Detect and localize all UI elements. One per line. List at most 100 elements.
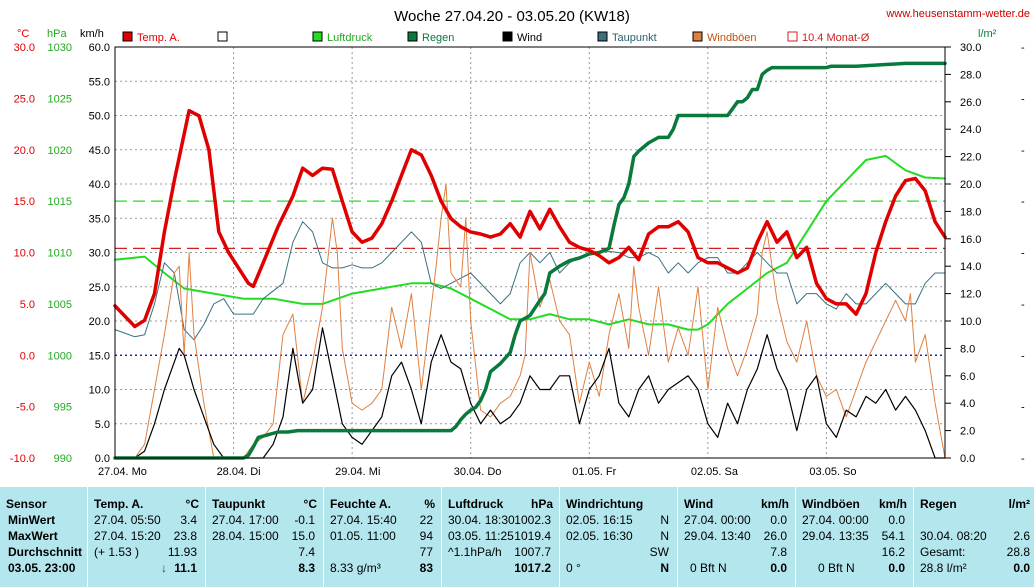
wind-tick-label: 50.0: [89, 111, 110, 123]
hum-header: Feuchte A.: [330, 497, 391, 511]
gust-column: Windböen km/h 27.04. 00:00 0.0 29.04. 13…: [796, 487, 914, 587]
wind-avg-value: 7.8: [770, 545, 787, 559]
series-line-wind: [114, 327, 946, 459]
temp-tick-label: 25.0: [14, 93, 35, 105]
wind-tick-label: 0.0: [95, 453, 110, 465]
wind-max-value: 26.0: [763, 529, 787, 543]
legend-swatch: [217, 31, 228, 42]
rain-current-value: 0.0: [1013, 561, 1030, 575]
data-series: [113, 61, 947, 460]
gust-unit: km/h: [878, 497, 907, 511]
gust-avg-value: 16.2: [881, 545, 905, 559]
dir-min-value: N: [660, 513, 669, 527]
rain-tick-label: 22.0: [960, 152, 981, 164]
temp-tick-label: -10.0: [10, 453, 35, 465]
wind-tick-label: 55.0: [89, 76, 110, 88]
series-line-regen: [113, 61, 947, 460]
sensor-header: Sensor: [6, 497, 47, 511]
wind-tick-label: 30.0: [89, 248, 110, 260]
row-label-max: MaxWert: [8, 529, 58, 543]
sensor-column: Sensor MinWert MaxWert Durchschnitt 03.0…: [0, 487, 88, 587]
plot-frame: [114, 46, 946, 459]
wind-beaufort: 0 Bft N: [690, 561, 727, 575]
dew-min-value: -0.1: [294, 513, 315, 527]
day-label: 02.05. Sa: [691, 466, 739, 478]
stats-panel: Sensor MinWert MaxWert Durchschnitt 03.0…: [0, 487, 1034, 587]
wind-tick-label: 35.0: [89, 213, 110, 225]
temp-tick-label: 20.0: [14, 145, 35, 157]
temp-min-time: 27.04. 05:50: [94, 513, 161, 527]
right-edge-tick: -: [1021, 145, 1025, 157]
hum-min-value: 22: [419, 513, 433, 527]
rain-tick-label: 6.0: [960, 371, 975, 383]
gust-beaufort: 0 Bft N: [818, 561, 855, 575]
day-label: 28.04. Di: [217, 466, 261, 478]
rain-tick-label: 14.0: [960, 261, 981, 273]
right-edge-tick: -: [1021, 402, 1025, 414]
right-edge-tick: -: [1021, 196, 1025, 208]
pres-min-value: 1002.3: [514, 513, 551, 527]
dir-avg-value: SW: [649, 545, 669, 559]
wind-current-value: 0.0: [770, 561, 787, 575]
series-line-temp-a-: [113, 108, 947, 329]
rain-tick-label: 20.0: [960, 179, 981, 191]
day-label: 27.04. Mo: [98, 466, 147, 478]
pressure-tick-label: 995: [54, 402, 72, 414]
gust-max-time: 29.04. 13:35: [802, 529, 869, 543]
pressure-axis-label: hPa: [47, 28, 67, 40]
pressure-tick-label: 1025: [48, 93, 72, 105]
wind-tick-label: 5.0: [95, 419, 110, 431]
dir-degrees: 0 °: [566, 561, 581, 575]
reference-lines: [115, 200, 945, 356]
hum-min-time: 27.04. 15:40: [330, 513, 397, 527]
dir-current-value: N: [660, 561, 669, 575]
temp-tick-label: 5.0: [20, 299, 35, 311]
rain-axis-label: l/m²: [978, 28, 997, 40]
rain-total-label: Gesamt:: [920, 545, 966, 559]
pressure-tick-label: 1015: [48, 196, 72, 208]
wind-column: Wind km/h 27.04. 00:00 0.0 29.04. 13:40 …: [678, 487, 796, 587]
dew-max-value: 15.0: [291, 529, 315, 543]
dir-header: Windrichtung: [566, 497, 644, 511]
legend-label: Windböen: [707, 32, 757, 44]
temp-trend: (+ 1.53 ): [94, 545, 140, 559]
right-edge-tick: -: [1021, 42, 1025, 54]
legend-label: Regen: [422, 32, 454, 44]
hum-avg-value: 77: [419, 545, 433, 559]
gust-min-value: 0.0: [888, 513, 905, 527]
legend-label: Temp. A.: [137, 32, 180, 44]
wind-tick-label: 10.0: [89, 385, 110, 397]
rain-tick-label: 12.0: [960, 289, 981, 301]
dew-max-time: 28.04. 15:00: [212, 529, 279, 543]
pressure-tick-label: 990: [54, 453, 72, 465]
pressure-tick-label: 1020: [48, 145, 72, 157]
legend-swatch: [597, 31, 608, 42]
temp-tick-label: 10.0: [14, 248, 35, 260]
temp-tick-label: 30.0: [14, 42, 35, 54]
day-label: 03.05. So: [809, 466, 856, 478]
wind-tick-label: 45.0: [89, 145, 110, 157]
gust-max-value: 54.1: [881, 529, 905, 543]
temp-unit: °C: [185, 497, 199, 511]
wind-tick-label: 20.0: [89, 316, 110, 328]
legend-swatch: [122, 31, 133, 42]
wind-unit: km/h: [760, 497, 789, 511]
rain-total-value: 28.8: [1006, 545, 1030, 559]
pressure-tick-label: 1005: [48, 299, 72, 311]
temp-column: Temp. A. °C 27.04. 05:50 3.4 27.04. 15:2…: [88, 487, 206, 587]
pres-max-value: 1019.4: [514, 529, 551, 543]
site-link[interactable]: www.heusenstamm-wetter.de: [885, 8, 1030, 20]
pres-avg-value: 1007.7: [514, 545, 551, 559]
temp-avg-value: 11.93: [167, 545, 197, 559]
temp-max-time: 27.04. 15:20: [94, 529, 161, 543]
pressure-column: Luftdruck hPa 30.04. 18:30 1002.3 03.05.…: [442, 487, 560, 587]
temp-tick-label: 15.0: [14, 196, 35, 208]
legend-swatch: [407, 31, 418, 42]
rain-tick-label: 0.0: [960, 453, 975, 465]
dew-avg-value: 7.4: [298, 545, 315, 559]
wind-tick-label: 25.0: [89, 282, 110, 294]
pressure-tick-label: 1030: [48, 42, 72, 54]
series-line-taupunkt: [114, 221, 946, 341]
wind-min-time: 27.04. 00:00: [684, 513, 751, 527]
right-edge-tick: -: [1021, 453, 1025, 465]
